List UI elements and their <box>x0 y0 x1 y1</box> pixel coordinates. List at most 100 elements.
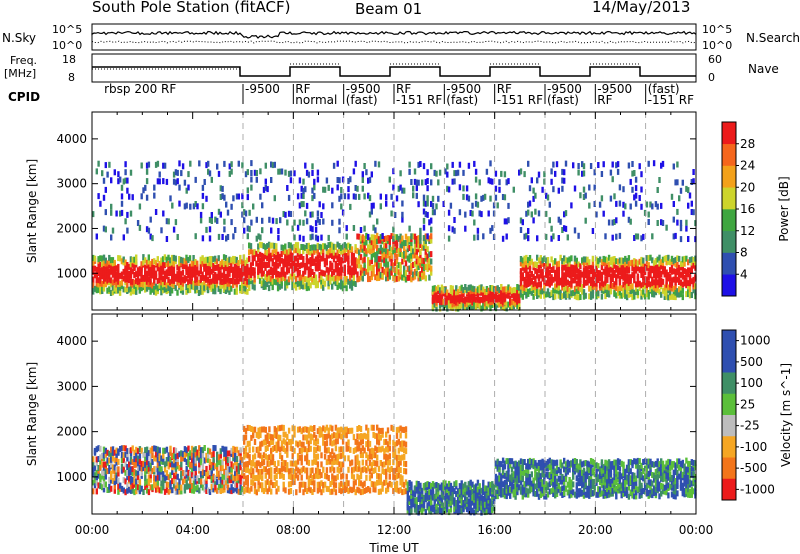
range-cell <box>101 461 104 468</box>
range-cell <box>350 251 354 258</box>
range-cell <box>340 266 343 272</box>
range-cell <box>347 252 350 259</box>
range-cell <box>108 276 111 283</box>
range-cell <box>415 185 418 192</box>
range-cell <box>471 202 474 209</box>
range-cell <box>359 264 363 271</box>
range-cell <box>501 457 505 464</box>
range-cell <box>377 269 381 276</box>
range-cell <box>307 481 311 488</box>
range-cell <box>487 504 490 511</box>
range-cell <box>462 488 465 495</box>
range-cell <box>197 280 201 286</box>
range-cell <box>307 485 311 492</box>
range-cell <box>309 479 312 485</box>
range-cell <box>289 251 292 258</box>
range-cell <box>392 168 395 175</box>
range-cell <box>435 286 438 293</box>
range-cell <box>602 281 605 288</box>
range-cell <box>205 456 208 463</box>
range-cell <box>268 426 271 433</box>
range-cell <box>320 234 323 241</box>
range-cell <box>501 472 505 479</box>
range-cell <box>231 278 235 285</box>
range-cell <box>230 285 233 292</box>
range-cell <box>194 478 197 485</box>
range-cell <box>129 261 133 268</box>
range-cell <box>519 276 523 283</box>
range-cell <box>381 247 384 254</box>
range-cell <box>455 500 458 506</box>
range-cell <box>198 160 201 167</box>
range-cell <box>658 288 661 295</box>
range-cell <box>367 433 370 440</box>
range-cell <box>568 272 571 279</box>
range-cell <box>273 474 276 481</box>
range-cell <box>259 482 262 489</box>
range-cell <box>586 277 589 284</box>
range-cell <box>224 278 228 285</box>
range-cell <box>165 282 168 289</box>
range-cell <box>171 487 174 494</box>
range-cell <box>311 244 314 251</box>
range-cell <box>92 263 95 269</box>
range-cell <box>174 169 178 176</box>
range-cell <box>313 248 316 255</box>
range-cell <box>683 274 686 281</box>
range-cell <box>338 453 341 460</box>
range-cell <box>602 285 605 292</box>
range-cell <box>465 496 469 503</box>
range-cell <box>287 439 291 445</box>
range-cell <box>287 473 291 480</box>
range-cell <box>442 502 445 509</box>
range-cell <box>345 441 348 448</box>
range-cell <box>259 452 262 459</box>
range-cell <box>226 469 230 476</box>
range-cell <box>430 269 433 276</box>
range-cell <box>284 447 287 454</box>
range-cell <box>491 285 494 292</box>
range-cell <box>126 266 129 273</box>
range-cell <box>230 266 233 273</box>
range-cell <box>494 185 498 192</box>
range-cell <box>282 485 285 492</box>
range-cell <box>179 285 183 291</box>
range-cell <box>401 274 404 281</box>
range-cell <box>403 240 406 247</box>
range-cell <box>316 461 320 468</box>
range-cell <box>606 283 609 290</box>
range-cell <box>278 277 282 284</box>
freq-tick-low: 8 <box>68 71 75 84</box>
range-cell <box>422 200 426 207</box>
range-cell <box>124 268 127 274</box>
range-cell <box>270 161 273 168</box>
range-cell <box>205 195 208 202</box>
range-cell <box>415 252 418 259</box>
range-cell <box>122 286 125 293</box>
range-cell <box>126 487 129 494</box>
range-cell <box>246 288 249 295</box>
range-cell <box>385 252 388 259</box>
range-cell <box>340 466 343 473</box>
range-cell <box>140 264 143 271</box>
range-cell <box>674 268 677 275</box>
range-cell <box>128 486 131 493</box>
range-cell <box>552 161 555 168</box>
range-cell <box>561 264 564 271</box>
range-cell <box>248 255 251 262</box>
range-cell <box>158 260 161 267</box>
range-cell <box>295 465 298 472</box>
range-cell <box>304 455 307 462</box>
range-cell <box>462 499 465 506</box>
range-cell <box>444 500 447 507</box>
range-cell <box>438 503 442 510</box>
range-cell <box>294 247 298 254</box>
range-cell <box>365 459 368 466</box>
range-cell <box>505 482 508 489</box>
range-cell <box>611 219 614 226</box>
range-cell <box>385 473 388 480</box>
range-cell <box>385 431 388 438</box>
range-cell <box>447 209 451 216</box>
range-cell <box>270 439 273 446</box>
range-cell <box>561 177 564 184</box>
